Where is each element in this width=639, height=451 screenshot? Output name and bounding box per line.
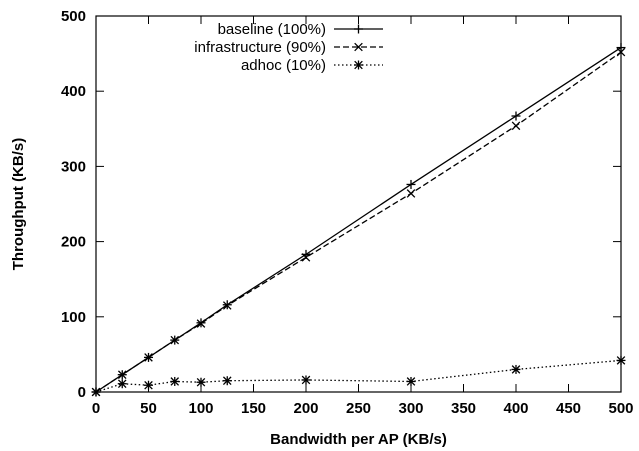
y-axis-ticks: 0 100 200 300 400 500: [61, 8, 621, 401]
data-point-star: [117, 379, 127, 389]
x-tick-label: 100: [188, 400, 213, 417]
data-point-cross: [222, 301, 232, 310]
x-tick-label: 150: [241, 400, 266, 417]
x-tick-label: 350: [451, 400, 476, 417]
y-tick-label: 400: [61, 83, 86, 100]
legend-label: baseline (100%): [218, 21, 326, 38]
series-1: [91, 47, 626, 397]
y-tick-label: 100: [61, 309, 86, 326]
x-tick-label: 500: [608, 400, 633, 417]
legend-item: baseline (100%): [218, 21, 383, 38]
y-tick-label: 200: [61, 234, 86, 251]
data-point-plus: [354, 24, 363, 34]
x-tick-label: 50: [140, 400, 157, 417]
data-point-cross: [144, 353, 153, 362]
series-layer: [91, 43, 626, 397]
data-point-star: [170, 376, 180, 386]
data-point-star: [222, 376, 232, 386]
series-line: [95, 51, 622, 393]
plot-frame: [95, 15, 622, 393]
legend-label: adhoc (10%): [241, 57, 326, 74]
y-axis-title: Throughput (KB/s): [10, 138, 27, 270]
x-axis-title: Bandwidth per AP (KB/s): [270, 431, 447, 448]
data-point-cross: [170, 335, 180, 345]
x-tick-label: 0: [92, 400, 100, 417]
data-point-cross: [354, 42, 363, 52]
legend: baseline (100%)infrastructure (90%)adhoc…: [194, 21, 383, 74]
data-point-plus: [406, 179, 416, 189]
y-tick-label: 300: [61, 158, 86, 175]
data-point-star: [301, 375, 311, 385]
data-point-star: [511, 364, 521, 374]
x-tick-label: 200: [293, 400, 318, 417]
data-point-cross: [301, 253, 311, 262]
y-tick-label: 500: [61, 8, 86, 25]
x-tick-label: 400: [503, 400, 528, 417]
legend-item: adhoc (10%): [241, 57, 383, 74]
x-tick-label: 250: [346, 400, 371, 417]
data-point-cross: [117, 370, 127, 379]
x-tick-label: 300: [398, 400, 423, 417]
legend-label: infrastructure (90%): [194, 39, 326, 56]
x-tick-label: 450: [556, 400, 581, 417]
data-point-cross: [196, 319, 206, 328]
data-point-star: [406, 376, 416, 386]
legend-item: infrastructure (90%): [194, 39, 383, 56]
data-point-cross: [511, 121, 521, 131]
data-point-star: [354, 60, 363, 70]
series-line: [95, 359, 622, 393]
data-point-star: [144, 380, 153, 390]
data-point-cross: [406, 189, 416, 198]
y-tick-label: 0: [78, 384, 86, 401]
data-point-plus: [511, 111, 521, 121]
data-point-star: [196, 377, 206, 387]
